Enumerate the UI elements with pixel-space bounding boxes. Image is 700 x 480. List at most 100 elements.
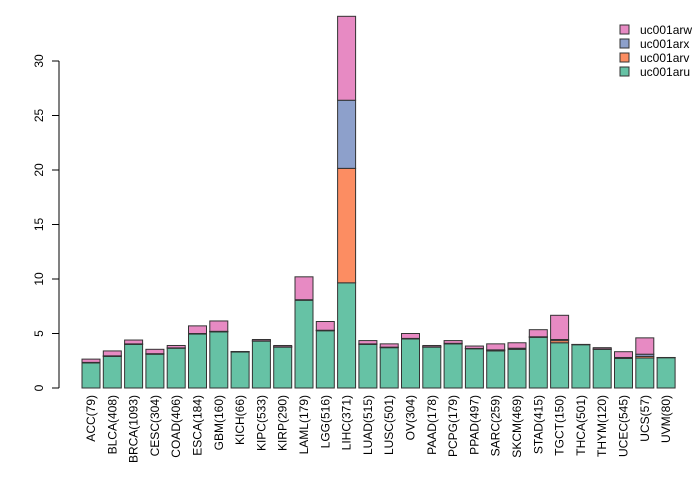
legend-swatch-uc001arx [619,38,630,49]
x-tick-label: BLCA(408) [105,395,119,454]
x-axis-labels: ACC(79) BLCA(408) BRCA(1093) CESC(304) COAD(… [84,395,673,463]
bar-uc001arw-ucec [614,351,633,358]
bar-uc001arw-skcm [507,342,527,349]
bar-uc001arw-pcpg [443,340,463,344]
y-tick-label: 5 [32,330,46,337]
y-axis: 0 5 10 15 20 25 30 [32,54,60,391]
bar-uc001aru-kich [230,351,250,389]
x-tick-label: LUSC(501) [382,395,396,455]
bar-uc001arw-laml [294,276,314,301]
bar-uc001aru-sarc [486,350,506,389]
x-tick-label: CESC(304) [148,395,162,456]
bar-uc001arw-ucs [635,337,655,355]
y-tick-label: 10 [32,272,46,286]
x-tick-label: KICH(66) [233,395,247,445]
bar-uc001aru-ppad [464,348,484,389]
x-tick-label: LIHC(371) [340,395,354,450]
y-tick-label: 15 [32,218,46,232]
bar-uc001aru-paad [422,346,442,389]
bar-uc001aru-lihc [337,282,357,389]
y-tick-label: 20 [32,163,46,177]
bar-uc001arw-ov [401,333,420,339]
bar-uc001aru-lusc [379,347,399,389]
x-tick-label: ESCA(184) [191,395,205,456]
bar-uc001aru-kipc [251,340,271,389]
bar-uc001arw-ppad [464,345,484,349]
bar-uc001aru-pcpg [443,343,463,389]
x-tick-label: PPAD(497) [467,395,481,455]
bar-uc001aru-thca [571,344,591,389]
legend-label: uc001arx [640,37,689,51]
bar-uc001arw-acc [81,358,101,363]
bar-uc001aru-thym [592,348,612,389]
bar-uc001aru-uvm [656,357,676,389]
legend-swatch-uc001arw [619,24,630,35]
x-tick-label: OV(304) [404,395,418,440]
bar-uc001aru-lgg [315,330,335,389]
bar-uc001arw-stad [528,329,548,338]
bar-uc001arw-coad [166,344,186,349]
bar-uc001aru-laml [294,299,314,389]
x-tick-label: GBM(160) [212,395,226,450]
x-tick-label: PCPG(179) [446,395,460,457]
y-tick-label: 25 [32,109,46,123]
bar-uc001arw-paad [422,344,442,348]
bar-uc001arw-luad [358,340,378,345]
bar-uc001aru-ov [401,338,420,389]
bar-uc001arw-thym [592,347,612,350]
x-tick-label: KIRP(290) [276,395,290,451]
bar-uc001arw-cesc [145,348,165,355]
x-tick-label: LGG(516) [318,395,332,448]
bar-uc001arw-esca [188,325,207,334]
y-tick-label: 0 [32,384,46,391]
bar-uc001aru-tgct [550,342,570,389]
bar-uc001arw-lihc [337,15,357,101]
x-tick-label: THCA(501) [574,395,588,456]
legend-label: uc001arw [640,23,692,37]
bar-uc001aru-skcm [507,348,527,389]
bar-uc001aru-gbm [209,331,229,389]
bar-uc001arw-blca [102,350,122,357]
x-tick-label: LAML(179) [297,395,311,454]
bar-uc001aru-brca [124,343,144,389]
bar-uc001arw-gbm [209,320,229,332]
bar-uc001aru-kirp [273,346,293,389]
bar-uc001arw-kipc [251,338,271,342]
bar-uc001arw-kirp [273,344,293,348]
x-tick-label: TGCT(150) [553,395,567,456]
legend-swatch-uc001arv [619,52,630,63]
bar-uc001aru-acc [81,362,101,389]
x-tick-label: THYM(120) [595,395,609,457]
bar-uc001aru-cesc [145,353,165,389]
x-tick-label: ACC(79) [84,395,98,442]
x-tick-label: SKCM(469) [510,395,524,458]
x-tick-label: PAAD(178) [425,395,439,455]
x-tick-label: COAD(406) [169,395,183,458]
bar-uc001arw-lusc [379,343,399,348]
bar-uc001arw-lgg [315,321,335,331]
bar-uc001aru-ucs [635,357,655,389]
x-tick-label: BRCA(1093) [127,395,141,463]
legend-swatch-uc001aru [619,66,630,77]
bar-uc001aru-blca [102,355,122,389]
x-tick-label: UCEC(545) [617,395,631,457]
legend-label: uc001arv [640,51,689,65]
bar-uc001aru-luad [358,343,378,389]
bar-uc001aru-stad [528,336,548,389]
x-tick-label: STAD(415) [531,395,545,454]
bar-uc001arv-lihc [337,167,357,284]
bar-uc001arx-lihc [337,99,357,169]
y-tick-label: 30 [32,54,46,68]
bar-uc001arw-brca [124,339,144,345]
bar-uc001aru-ucec [614,357,633,389]
x-tick-label: UCS(57) [638,395,652,442]
x-tick-label: UVM(80) [659,395,673,443]
bar-uc001arw-sarc [486,343,506,351]
legend-label: uc001aru [640,65,690,79]
bar-uc001arw-tgct [550,314,570,340]
x-tick-label: SARC(259) [489,395,503,456]
x-tick-label: LUAD(515) [361,395,375,455]
